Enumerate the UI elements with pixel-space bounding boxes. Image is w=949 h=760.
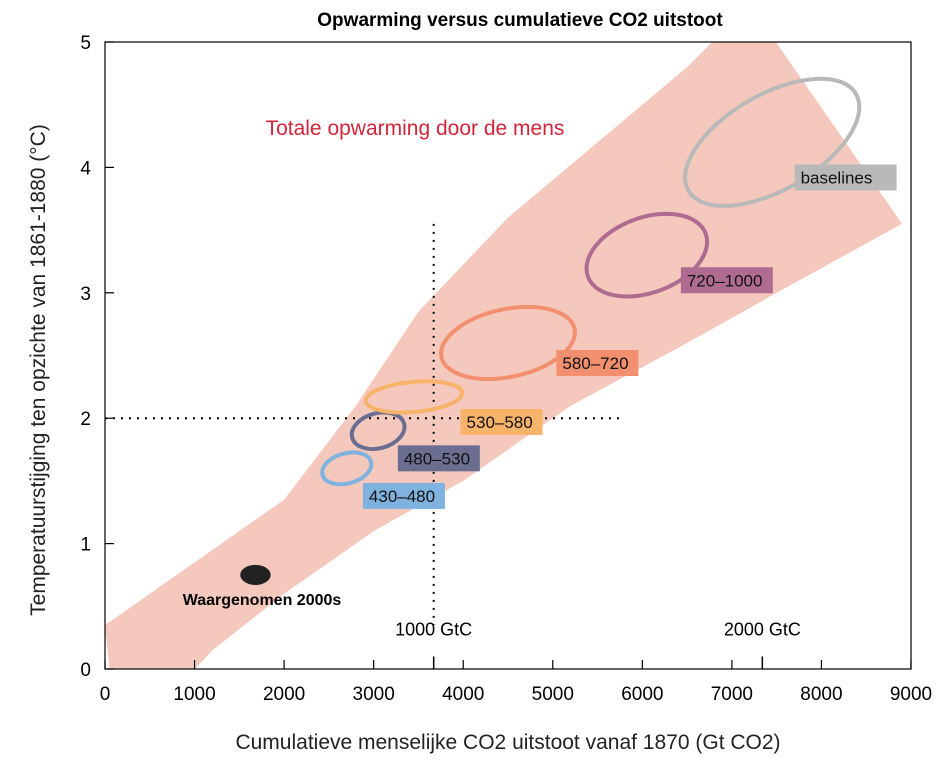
x-tick-label-8: 8000: [800, 684, 842, 705]
warming-band-area: [105, 42, 902, 669]
scenario-labels: 430–480 480–530 530–580 580–720 720–1000 base…: [362, 164, 897, 509]
observed-point: [240, 564, 271, 585]
x-tick-label-4: 4000: [442, 684, 484, 705]
x-tick-label-3: 3000: [353, 684, 395, 705]
scenario-label-box-5: [794, 164, 897, 191]
y-tick-label-4: 4: [80, 158, 91, 179]
scenario-label-2: 530–580: [460, 408, 543, 435]
scenario-ellipse-4: [584, 211, 710, 299]
scenario-ellipses: [320, 76, 862, 487]
gtc-label-0: 1000 GtC: [395, 620, 472, 640]
observed-marker: [240, 564, 271, 585]
y-tick-label-3: 3: [80, 284, 91, 305]
y-tick-label-1: 1: [80, 535, 91, 556]
observed-label: Waargenomen 2000s: [183, 592, 342, 609]
plot-frame: [104, 41, 912, 670]
scenario-label-text-1: 480–530: [404, 449, 470, 468]
scenario-label-text-5: baselines: [801, 168, 873, 187]
x-tick-label-9: 9000: [890, 684, 932, 705]
scenario-label-box-1: [397, 445, 480, 472]
scenario-ellipse-0: [320, 450, 374, 487]
y-tick-label-2: 2: [80, 409, 91, 430]
y-tick-label-5: 5: [80, 33, 91, 54]
x-tick-label-7: 7000: [711, 684, 753, 705]
scenario-ellipse-2: [363, 379, 465, 415]
scenario-label-box-4: [680, 267, 773, 294]
scenario-ellipse-3: [439, 304, 577, 381]
scenario-label-text-2: 530–580: [467, 413, 533, 432]
scenario-label-5: baselines: [794, 164, 897, 191]
x-tick-label-1: 1000: [173, 684, 215, 705]
scenario-label-text-0: 430–480: [369, 487, 435, 506]
y-tick-label-0: 0: [80, 660, 91, 681]
band-label: Totale opwarming door de mens: [266, 117, 565, 140]
y-axis-label: Temperatuurstijging ten opzichte van 186…: [27, 124, 50, 616]
scenario-label-text-3: 580–720: [562, 354, 628, 373]
scenario-label-text-4: 720–1000: [687, 271, 763, 290]
scenario-ellipse-1: [349, 410, 407, 452]
x-axis-ticks: 0 1000 2000 3000 4000 5000 6000 7000 8000 9000: [100, 660, 932, 705]
chart-title: Opwarming versus cumulatieve CO2 uitstoo…: [317, 10, 723, 31]
scenario-label-4: 720–1000: [680, 267, 773, 294]
x-axis-label: Cumulatieve menselijke CO2 uitstoot vana…: [235, 731, 780, 754]
x-tick-label-0: 0: [100, 684, 111, 705]
gtc-label-1: 2000 GtC: [724, 620, 801, 640]
scenario-label-1: 480–530: [397, 445, 480, 472]
scenario-label-0: 430–480: [362, 482, 445, 509]
scenario-label-box-0: [362, 482, 445, 509]
scenario-label-3: 580–720: [556, 350, 639, 377]
warming-band: [105, 42, 902, 669]
gtc-markers: 1000 GtC 2000 GtC: [395, 620, 801, 669]
y-axis-ticks: 0 1 2 3 4 5: [80, 33, 114, 681]
x-tick-label-6: 6000: [621, 684, 663, 705]
x-tick-label-2: 2000: [263, 684, 305, 705]
scenario-label-box-3: [556, 350, 639, 377]
scenario-label-box-2: [460, 408, 543, 435]
x-tick-label-5: 5000: [532, 684, 574, 705]
